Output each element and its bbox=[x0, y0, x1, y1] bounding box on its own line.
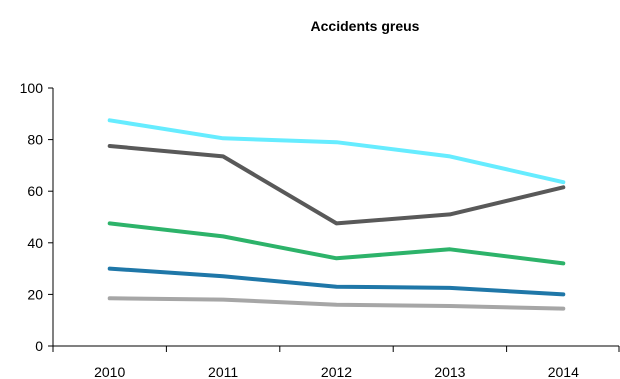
x-tick-label: 2014 bbox=[548, 364, 579, 379]
x-tick-label: 2012 bbox=[321, 364, 352, 379]
y-tick-label: 60 bbox=[27, 183, 43, 199]
x-axis: 2010 2011 2012 2013 2014 bbox=[52, 345, 620, 379]
series-lines bbox=[107, 118, 566, 311]
series-line-5 bbox=[107, 296, 566, 311]
y-axis: 0 20 40 60 80 100 bbox=[20, 80, 54, 354]
chart-title: Accidents greus bbox=[311, 18, 420, 34]
series-line-3 bbox=[107, 221, 566, 266]
x-tick-label: 2013 bbox=[434, 364, 465, 379]
y-tick-label: 40 bbox=[27, 235, 43, 251]
x-tick-label: 2010 bbox=[94, 364, 125, 379]
series-line-2 bbox=[107, 144, 566, 226]
y-tick-label: 20 bbox=[27, 286, 43, 302]
series-line-1 bbox=[107, 118, 566, 185]
series-line-4 bbox=[107, 266, 566, 297]
x-tick-label: 2011 bbox=[208, 364, 238, 379]
y-tick-label: 100 bbox=[20, 80, 44, 96]
y-tick-label: 0 bbox=[35, 338, 43, 354]
y-tick-label: 80 bbox=[27, 132, 43, 148]
